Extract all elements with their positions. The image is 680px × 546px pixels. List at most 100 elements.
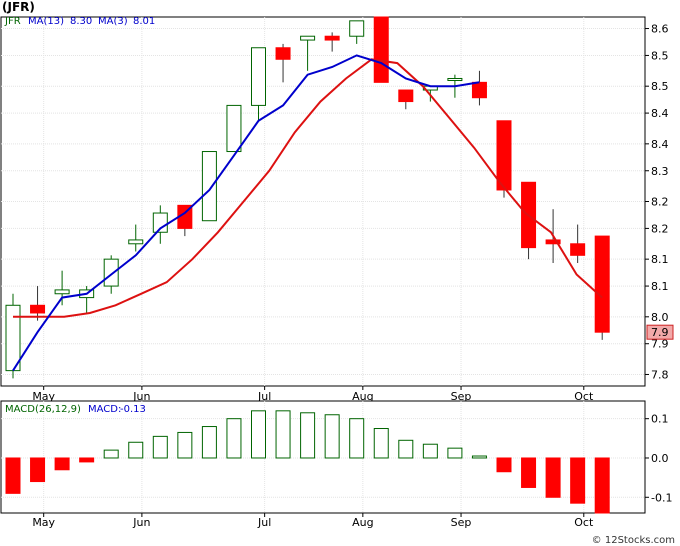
price-x-tick-label: May [32, 390, 55, 403]
macd-bar-positive [324, 414, 340, 459]
candle-up [128, 224, 144, 252]
last-price-tag: 7.9 [646, 324, 674, 340]
price-y-tick-label: 8.1 [651, 280, 669, 293]
macd-bar-negative [545, 457, 561, 498]
macd-bar-negative [594, 457, 610, 514]
macd-bar-negative [54, 457, 70, 471]
macd-bar-positive [251, 410, 266, 459]
macd-bar-negative [496, 457, 512, 473]
candle-down [496, 120, 512, 198]
macd-bar-negative [30, 457, 46, 483]
price-y-tick-label: 8.1 [651, 253, 669, 266]
candle-body [128, 239, 144, 245]
price-legend: JFR MA(13) 8.30 MA(3) 8.01 [4, 16, 155, 27]
price-y-tick-label: 8.0 [651, 311, 669, 324]
candle-body [570, 243, 586, 256]
price-x-axis: May Jun Jul Aug Sep Oct [32, 386, 594, 403]
macd-bar-positive [422, 443, 438, 459]
candle-body [152, 212, 168, 233]
candle-body [300, 35, 316, 41]
price-y-tick-label: 8.6 [651, 23, 669, 36]
price-y-tick-label: 8.2 [651, 222, 669, 235]
last-price-label: 7.9 [651, 326, 669, 339]
price-x-tick-label: Jun [132, 390, 150, 403]
candle-down [373, 16, 389, 83]
price-y-axis: 7.8 7.9 8.0 8.1 8.1 8.2 8.2 8.3 8.4 8.4 8.5 8.5 8.6 [645, 23, 669, 381]
macd-bar-positive [128, 441, 144, 459]
candle-body [30, 304, 46, 314]
candle-down [398, 89, 414, 110]
price-x-tick-label: Sep [451, 390, 472, 403]
candle-up [54, 270, 70, 306]
chart-title: (JFR) [2, 0, 35, 14]
candle-down [521, 181, 537, 260]
candle-body [447, 78, 463, 81]
macd-bar-negative [79, 457, 95, 463]
candle-up [226, 104, 242, 153]
candle-body [226, 104, 242, 153]
legend-ma3-label: MA(3) [98, 16, 128, 27]
macd-y-tick-label: -0.1 [651, 491, 672, 504]
candle-body [275, 47, 291, 60]
macd-bar-positive [103, 449, 119, 459]
macd-bar-positive [201, 426, 217, 459]
candle-up [152, 205, 168, 244]
macd-legend-value-label: MACD: [88, 404, 121, 415]
candle-body [251, 47, 266, 106]
last-price-box [646, 324, 674, 340]
price-grid [1, 17, 645, 386]
macd-x-tick-label: Jul [257, 516, 271, 529]
candle-down [177, 204, 193, 237]
macd-bar-positive [398, 439, 414, 459]
candle-up [349, 20, 365, 44]
macd-bar-negative [5, 457, 21, 494]
macd-legend-value: -0.13 [120, 404, 146, 415]
legend-ma13-value: 8.30 [70, 16, 92, 27]
legend-symbol: JFR [4, 16, 21, 27]
ma13-line [12, 54, 480, 372]
candle-body [373, 16, 389, 83]
candle-body [324, 35, 340, 41]
macd-x-tick-label: May [32, 516, 55, 529]
macd-bar-positive [300, 412, 316, 459]
macd-bar-positive [152, 435, 168, 459]
macd-bar-negative [521, 457, 537, 488]
candlestick-series [5, 16, 610, 379]
candle-up [201, 151, 217, 222]
candle-body [545, 239, 561, 245]
macd-bar-positive [275, 410, 291, 459]
moving-average-lines [12, 54, 603, 372]
candle-up [251, 47, 266, 121]
candle-down [324, 32, 340, 52]
macd-x-tick-label: Oct [574, 516, 594, 529]
candle-body [103, 258, 119, 287]
price-y-tick-label: 8.2 [651, 196, 669, 209]
macd-bar-positive [373, 428, 389, 459]
candle-body [349, 20, 365, 37]
macd-y-tick-label: 0.0 [651, 452, 669, 465]
candle-down [471, 70, 487, 106]
candle-up [5, 293, 21, 379]
candle-body [5, 304, 21, 372]
macd-x-axis: May Jun Jul Aug Sep Oct [32, 513, 594, 529]
price-y-tick-label: 8.3 [651, 165, 669, 178]
macd-histogram [5, 410, 610, 514]
candle-body [201, 151, 217, 222]
macd-bar-positive [226, 418, 242, 459]
macd-bar-positive [471, 455, 487, 459]
price-x-tick-label: Aug [352, 390, 373, 403]
macd-legend-label: MACD(26,12,9) [5, 404, 81, 415]
candle-down [594, 235, 610, 340]
price-y-tick-label: 7.9 [651, 338, 669, 351]
price-y-tick-label: 7.8 [651, 368, 669, 381]
legend-ma3-value: 8.01 [133, 16, 155, 27]
macd-y-tick-label: 0.1 [651, 413, 669, 426]
price-x-tick-label: Jul [257, 390, 271, 403]
candle-body [54, 289, 70, 295]
macd-bar-positive [177, 431, 193, 459]
ma3-line [13, 58, 603, 318]
macd-legend: MACD(26,12,9) MACD: -0.13 [5, 404, 146, 415]
macd-y-axis: 0.1 0.0 -0.1 [645, 413, 672, 504]
